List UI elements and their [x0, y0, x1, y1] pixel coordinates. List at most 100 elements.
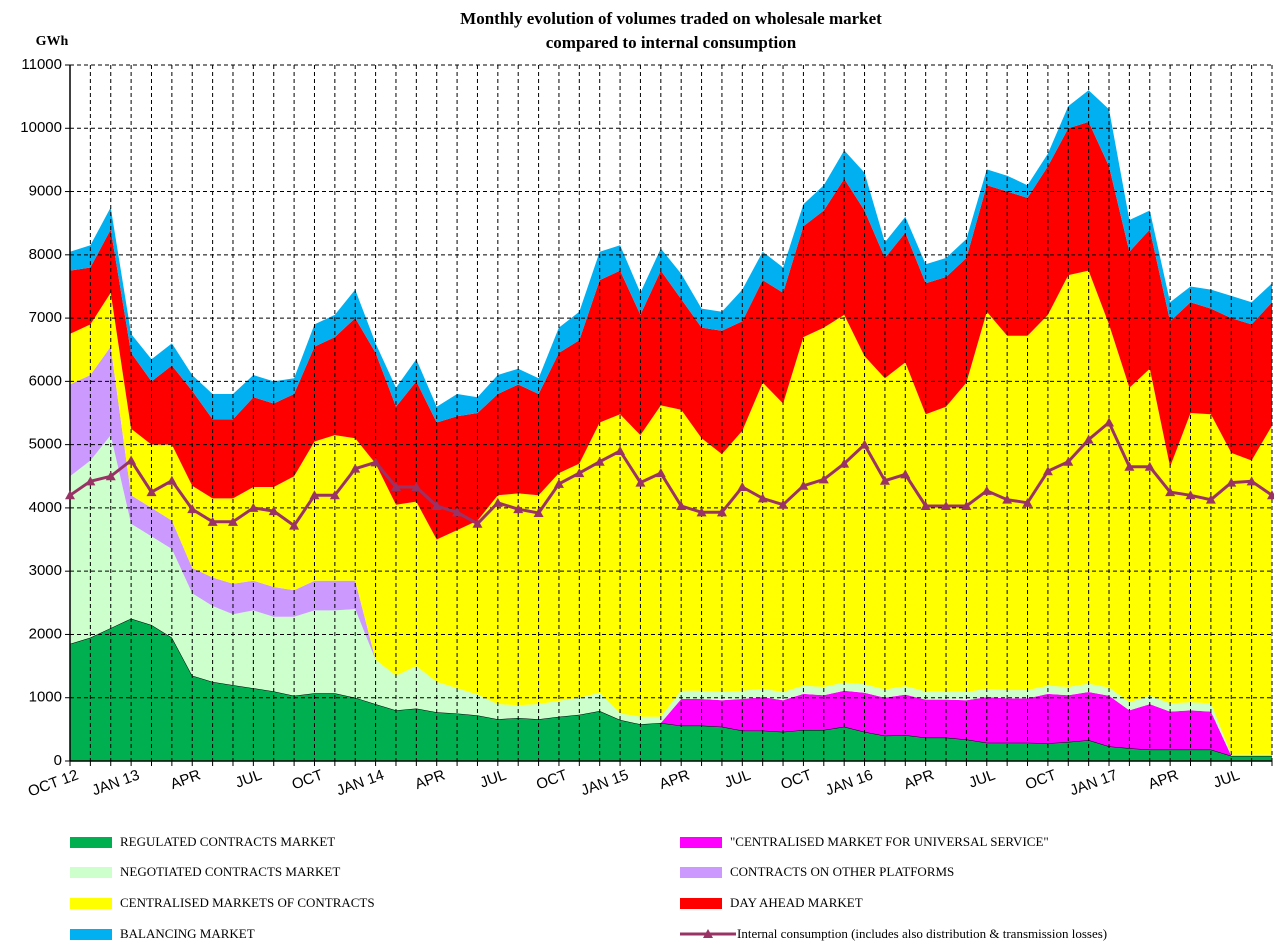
legend-marker: [703, 929, 713, 938]
x-tick-label: OCT: [534, 767, 570, 794]
line-marker: [839, 458, 850, 468]
line-marker: [1063, 456, 1074, 466]
line-marker: [492, 497, 503, 507]
line-marker: [737, 482, 748, 492]
legend-swatch: [70, 867, 112, 878]
line-marker: [757, 493, 768, 503]
line-marker: [1002, 494, 1013, 504]
line-marker: [289, 520, 300, 530]
line-marker: [166, 475, 177, 485]
line-marker: [146, 487, 157, 497]
line: [69, 420, 1273, 528]
line-marker: [248, 502, 259, 512]
line-marker: [879, 475, 890, 485]
line-marker: [818, 474, 829, 484]
line-marker: [778, 499, 789, 509]
line-marker: [635, 477, 646, 487]
x-tick-label: APR: [413, 766, 448, 793]
line-marker: [941, 501, 952, 511]
legend-swatch: [680, 837, 722, 848]
line-marker: [1165, 487, 1176, 497]
y-tick-label: 1000: [29, 689, 62, 706]
x-tick-label: OCT: [1023, 767, 1059, 794]
line-marker: [105, 471, 116, 481]
line-marker: [961, 501, 972, 511]
x-tick-label: JAN 14: [334, 767, 386, 800]
line-marker: [574, 468, 585, 478]
area: [70, 90, 1272, 423]
area: [70, 121, 1272, 540]
legend-swatch: [680, 898, 722, 909]
line-marker: [1083, 434, 1094, 444]
legend-swatch: [680, 867, 722, 878]
y-tick-label: 6000: [29, 372, 62, 389]
legend-label: NEGOTIATED CONTRACTS MARKET: [120, 864, 340, 879]
y-tick-label: 2000: [29, 625, 62, 642]
line-marker: [920, 501, 931, 511]
y-tick-label: 9000: [29, 183, 62, 200]
y-axis-label: GWh: [36, 34, 69, 49]
y-tick-label: 8000: [29, 246, 62, 263]
line-marker: [431, 501, 442, 511]
x-tick-label: APR: [657, 766, 692, 793]
line-marker: [309, 490, 320, 500]
line-marker: [594, 456, 605, 466]
line-marker: [615, 445, 626, 455]
legend-label: REGULATED CONTRACTS MARKET: [120, 834, 335, 849]
line-marker: [1124, 461, 1135, 471]
line-marker: [716, 507, 727, 517]
x-tick-label: JUL: [233, 767, 264, 792]
line-marker: [553, 478, 564, 488]
line-marker: [1205, 494, 1216, 504]
legend-label: BALANCING MARKET: [120, 926, 255, 941]
x-tick-label: OCT: [290, 767, 326, 794]
area: [70, 435, 1272, 756]
line-marker: [268, 506, 279, 516]
area: [70, 618, 1272, 756]
line-marker: [981, 485, 992, 495]
legend-label: CONTRACTS ON OTHER PLATFORMS: [730, 864, 954, 879]
chart-title: Monthly evolution of volumes traded on w…: [460, 9, 882, 28]
line-marker: [187, 504, 198, 514]
x-tick-label: APR: [902, 766, 937, 793]
x-tick-label: JAN 17: [1068, 767, 1120, 800]
line-marker: [370, 457, 381, 467]
x-tick-label: APR: [1146, 766, 1181, 793]
line-marker: [329, 490, 340, 500]
x-tick-label: APR: [168, 766, 203, 793]
line-marker: [411, 482, 422, 492]
line-marker: [1144, 461, 1155, 471]
line-marker: [1104, 417, 1115, 427]
line-marker: [655, 468, 666, 478]
area: [70, 270, 1272, 755]
y-tick-label: 3000: [29, 562, 62, 579]
line-marker: [676, 501, 687, 511]
line-marker: [126, 455, 137, 465]
legend-swatch: [70, 898, 112, 909]
line-marker: [390, 482, 401, 492]
legend-label: DAY AHEAD MARKET: [730, 895, 863, 910]
line-marker: [85, 476, 96, 486]
chart-title: compared to internal consumption: [546, 33, 797, 52]
legend-swatch: [70, 929, 112, 940]
x-tick-label: JAN 15: [579, 767, 631, 800]
line-marker: [65, 490, 75, 500]
y-tick-label: 5000: [29, 436, 62, 453]
line-marker: [859, 439, 870, 449]
y-tick-label: 11000: [21, 56, 62, 73]
x-tick-label: OCT: [779, 767, 815, 794]
line-marker: [513, 504, 524, 514]
line-marker: [900, 469, 911, 479]
x-tick-label: JUL: [1211, 767, 1242, 792]
x-tick-label: JAN 13: [90, 767, 142, 800]
x-tick-label: JUL: [478, 767, 509, 792]
y-tick-label: 10000: [20, 119, 62, 136]
line-marker: [798, 480, 809, 490]
legend-swatch: [70, 837, 112, 848]
line-marker: [1022, 497, 1033, 507]
legend-label: Internal consumption (includes also dist…: [737, 926, 1107, 941]
line-marker: [1185, 490, 1196, 500]
line-marker: [227, 516, 238, 526]
line-marker: [696, 507, 707, 517]
